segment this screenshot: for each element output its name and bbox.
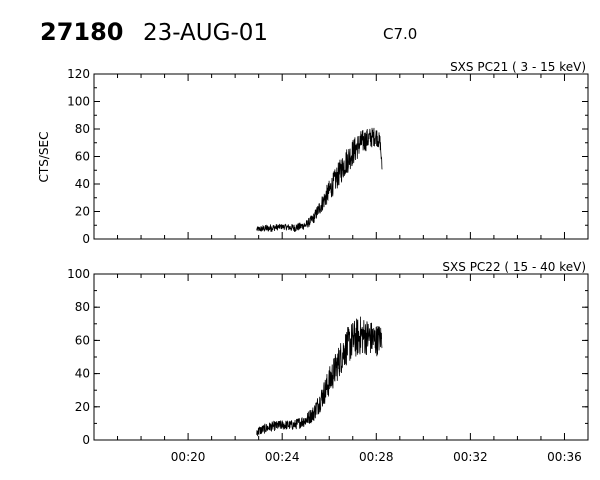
y-tick-label: 0 [82,433,90,447]
x-tick-label: 00:36 [547,450,582,464]
panel-title: SXS PC22 ( 15 - 40 keV) [442,260,586,274]
event-id: 27180 [40,18,124,46]
y-tick-label: 20 [75,205,90,219]
y-tick-label: 20 [75,400,90,414]
x-tick-label: 00:32 [453,450,488,464]
y-tick-label: 80 [75,300,90,314]
y-tick-label: 100 [67,95,90,109]
plot-frame [93,73,589,240]
y-tick-label: 0 [82,232,90,246]
x-tick-label: 00:28 [359,450,394,464]
y-tick-label: 40 [75,367,90,381]
y-tick-label: 120 [67,67,90,81]
y-tick-label: 60 [75,150,90,164]
y-tick-label: 40 [75,177,90,191]
panel-title: SXS PC21 ( 3 - 15 keV) [450,60,586,74]
y-tick-label: 60 [75,333,90,347]
x-tick-label: 00:24 [265,450,300,464]
event-date: 23-AUG-01 [143,20,268,46]
panel-pc21: SXS PC21 ( 3 - 15 keV) 0 20 40 60 80 100 120 CTS… [37,60,589,246]
flare-class: C7.0 [383,25,417,43]
count-rate-line [256,316,383,437]
panel-pc22: SXS PC22 ( 15 - 40 keV) 0 20 40 60 80 100 00:20… [67,260,589,464]
count-rate-line [256,127,383,233]
y-axis-label: CTS/SEC [37,132,51,183]
y-tick-label: 100 [67,267,90,281]
x-tick-label: 00:20 [171,450,206,464]
y-tick-label: 80 [75,122,90,136]
